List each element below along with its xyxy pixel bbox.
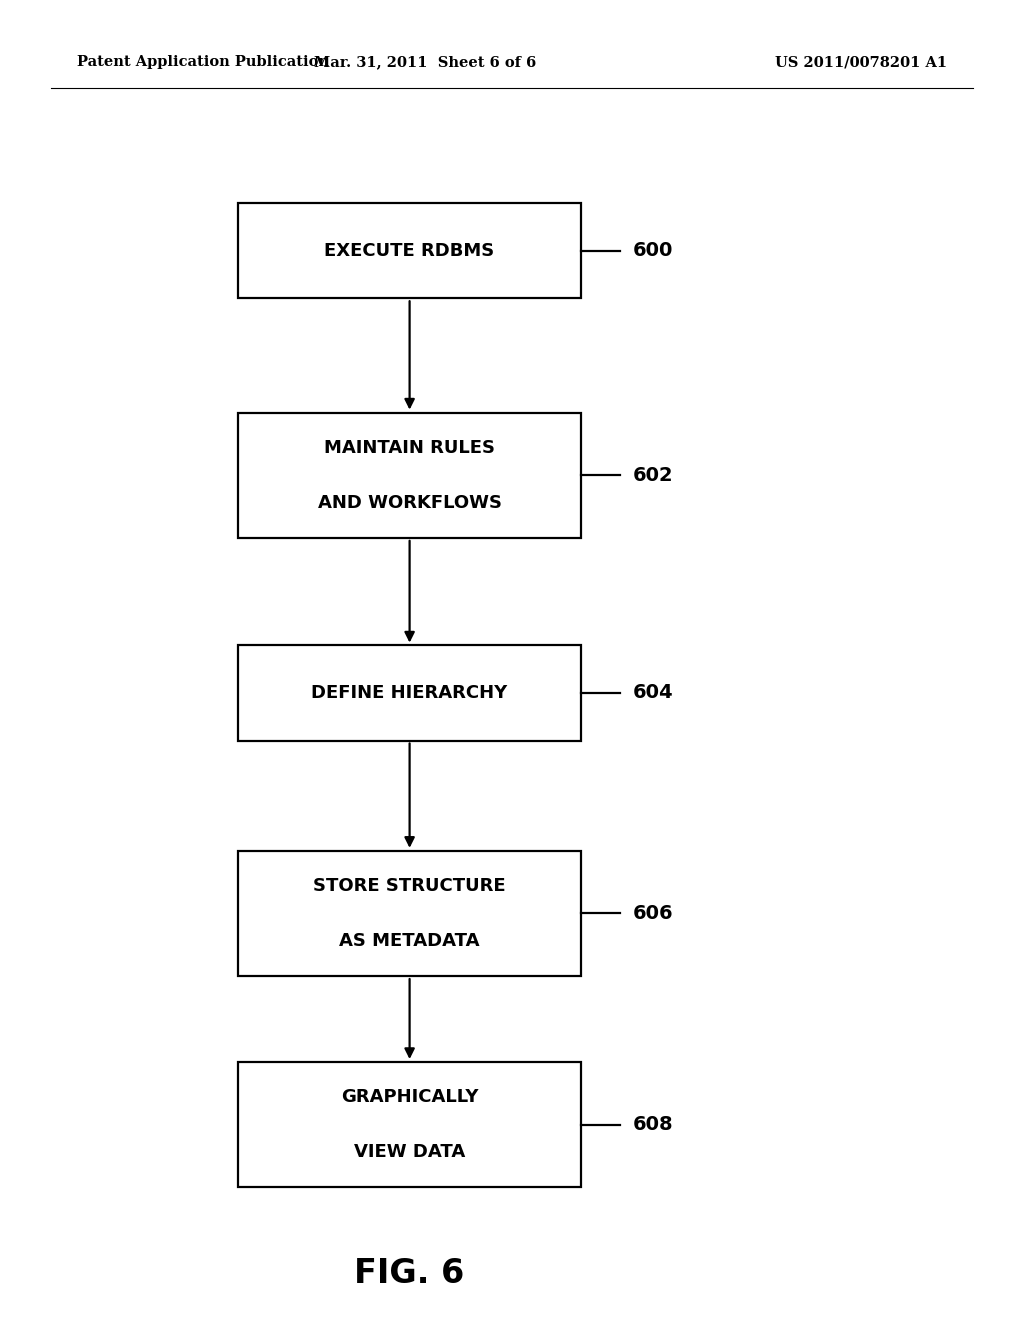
Text: 608: 608 <box>633 1115 673 1134</box>
Text: 604: 604 <box>633 684 673 702</box>
Text: Mar. 31, 2011  Sheet 6 of 6: Mar. 31, 2011 Sheet 6 of 6 <box>313 55 537 69</box>
FancyBboxPatch shape <box>238 645 582 741</box>
Text: DEFINE HIERARCHY: DEFINE HIERARCHY <box>311 684 508 702</box>
Text: AS METADATA: AS METADATA <box>339 932 480 950</box>
Text: 600: 600 <box>633 242 673 260</box>
Text: STORE STRUCTURE: STORE STRUCTURE <box>313 876 506 895</box>
FancyBboxPatch shape <box>238 1061 582 1188</box>
Text: US 2011/0078201 A1: US 2011/0078201 A1 <box>775 55 947 69</box>
Text: AND WORKFLOWS: AND WORKFLOWS <box>317 494 502 512</box>
FancyBboxPatch shape <box>238 850 582 977</box>
Text: 606: 606 <box>633 904 673 923</box>
Text: FIG. 6: FIG. 6 <box>354 1257 465 1290</box>
Text: Patent Application Publication: Patent Application Publication <box>77 55 329 69</box>
Text: EXECUTE RDBMS: EXECUTE RDBMS <box>325 242 495 260</box>
Text: GRAPHICALLY: GRAPHICALLY <box>341 1088 478 1106</box>
Text: VIEW DATA: VIEW DATA <box>354 1143 465 1162</box>
Text: MAINTAIN RULES: MAINTAIN RULES <box>325 438 495 457</box>
FancyBboxPatch shape <box>238 203 582 298</box>
Text: 602: 602 <box>633 466 673 484</box>
FancyBboxPatch shape <box>238 412 582 539</box>
